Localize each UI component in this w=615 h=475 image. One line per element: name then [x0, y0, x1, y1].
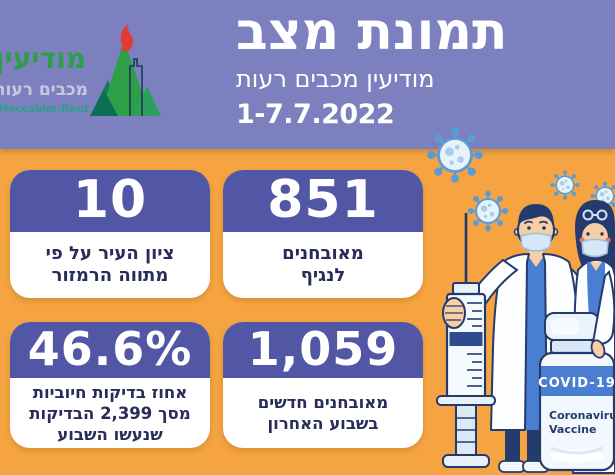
header-text: תמונת מצב מודיעין מכבים רעות 1-7.7.2022	[236, 2, 507, 132]
vial-text-line1: Coronavirus	[549, 409, 615, 422]
page-subtitle: מודיעין מכבים רעות	[236, 65, 435, 93]
glasses-icon	[582, 209, 608, 221]
date-range: 1-7.7.2022	[236, 99, 395, 130]
hand	[590, 270, 615, 359]
city-logo: מודיעין מכבים רעות Modi'in Maccabim-Reut	[0, 24, 161, 116]
vaccine-vial-icon: COVID-19 Coronavirus Vaccine	[538, 312, 615, 472]
stat-value: 10	[10, 170, 210, 232]
stat-card-new-cases: 1,059 מאובחנים חדשים בשבוע האחרון	[223, 322, 423, 448]
virus-icon	[427, 128, 483, 183]
stat-card-traffic-light-score: 10 ציון העיר על פי מתווה הרמזור	[10, 170, 210, 298]
stat-value: 46.6%	[10, 322, 210, 378]
virus-icon	[550, 170, 580, 200]
vial-band-label: COVID-19	[538, 376, 615, 391]
virus-icon	[467, 190, 509, 232]
logo-name-hebrew-2: מכבים רעות	[0, 80, 88, 100]
stat-label: ציון העיר על פי מתווה הרמזור	[45, 243, 175, 286]
face-mask-icon	[520, 232, 552, 252]
stat-value: 851	[223, 170, 423, 232]
logo-mountains-icon	[90, 24, 161, 116]
logo-flame-icon	[120, 24, 133, 52]
page-title: תמונת מצב	[236, 2, 508, 62]
logo-building-icon	[129, 58, 143, 116]
stat-card-diagnosed: 851 מאובחנים לנגיף	[223, 170, 423, 298]
header-banner: תמונת מצב מודיעין מכבים רעות 1-7.7.2022 …	[0, 0, 615, 149]
syringe-icon	[436, 213, 496, 468]
stat-label: מאובחנים לנגיף	[282, 243, 364, 286]
vial-text-line2: Vaccine	[549, 423, 596, 436]
stat-value: 1,059	[223, 322, 423, 378]
logo-name-hebrew: מודיעין	[0, 42, 86, 75]
stat-label: אחוז בדיקות חיוביות מסך 2,399 הבדיקות שנ…	[29, 382, 191, 444]
stat-label: מאובחנים חדשים בשבוע האחרון	[257, 393, 389, 433]
logo-name-english: Modi'in Maccabim-Reut	[0, 103, 89, 115]
covid-illustration: COVID-19 Coronavirus Vaccine	[427, 128, 615, 474]
stat-card-positive-rate: 46.6% אחוז בדיקות חיוביות מסך 2,399 הבדי…	[10, 322, 210, 448]
hand	[442, 297, 466, 329]
face-mask-icon	[581, 238, 609, 258]
